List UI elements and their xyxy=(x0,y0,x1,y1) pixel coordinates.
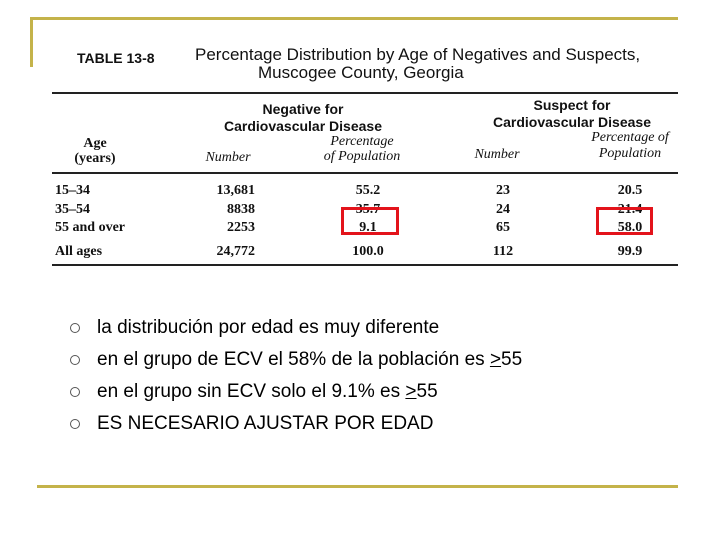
underlined-symbol: > xyxy=(489,349,502,370)
text: en el grupo sin ECV solo el 9.1% es xyxy=(97,381,406,402)
column-header: of Population xyxy=(323,149,401,164)
bullet-text: en el grupo sin ECV solo el 9.1% es >55 xyxy=(97,381,438,403)
bullet-marker xyxy=(70,323,80,333)
column-header: Number xyxy=(474,147,520,162)
bullet-text: en el grupo de ECV el 58% de la població… xyxy=(97,349,522,371)
table-caption: Muscogee County, Georgia xyxy=(258,63,464,82)
group-header: Cardiovascular Disease xyxy=(493,114,651,130)
number-cell: 112 xyxy=(492,244,514,259)
highlight-box xyxy=(341,207,399,235)
number-cell: 2253 xyxy=(227,220,255,235)
number-cell: 24,772 xyxy=(216,244,256,259)
column-header: Population xyxy=(598,146,662,161)
bullet-marker xyxy=(70,419,80,429)
text: la distribución por edad es muy diferent… xyxy=(97,317,440,338)
percent-cell: 55.2 xyxy=(355,183,381,198)
column-header: Number xyxy=(205,150,251,165)
bullet-marker xyxy=(70,355,80,365)
percent-cell: 20.5 xyxy=(617,183,643,198)
table-label: TABLE 13-8 xyxy=(77,50,155,66)
number-cell: 8838 xyxy=(227,202,255,217)
top-border xyxy=(30,17,678,20)
bullet-text: ES NECESARIO AJUSTAR POR EDAD xyxy=(97,413,433,435)
age-cell: 15–34 xyxy=(55,183,90,198)
column-header: (years) xyxy=(74,151,116,166)
age-cell: All ages xyxy=(55,244,103,259)
number-cell: 13,681 xyxy=(216,183,256,198)
column-header: Percentage xyxy=(330,134,394,149)
percent-cell: 100.0 xyxy=(352,244,384,259)
percent-cell: 9.1 xyxy=(359,220,377,235)
text: 55 xyxy=(501,349,523,370)
number-cell: 24 xyxy=(496,202,510,217)
rule xyxy=(52,172,678,174)
percent-cell: 58.0 xyxy=(617,220,643,235)
age-cell: 55 and over xyxy=(55,220,125,235)
bottom-border xyxy=(37,485,678,488)
rule xyxy=(52,92,678,94)
underlined-symbol: > xyxy=(405,381,417,402)
text: en el grupo de ECV el 58% de la població… xyxy=(97,349,490,370)
rule xyxy=(52,264,678,266)
number-cell: 65 xyxy=(496,220,510,235)
table-caption: Percentage Distribution by Age of Negati… xyxy=(195,45,641,64)
text: ES NECESARIO AJUSTAR POR EDAD xyxy=(97,413,434,434)
column-header: Percentage of xyxy=(591,130,669,145)
bullet-marker xyxy=(70,387,80,397)
number-cell: 23 xyxy=(496,183,510,198)
highlight-box xyxy=(596,207,653,235)
left-border xyxy=(30,17,33,67)
group-header: Cardiovascular Disease xyxy=(224,118,382,134)
column-header: Age xyxy=(83,136,107,151)
age-cell: 35–54 xyxy=(55,202,90,217)
text: 55 xyxy=(416,381,438,402)
group-header: Suspect for xyxy=(533,97,611,113)
group-header: Negative for xyxy=(262,101,344,117)
percent-cell: 99.9 xyxy=(617,244,643,259)
bullet-text: la distribución por edad es muy diferent… xyxy=(97,317,439,339)
